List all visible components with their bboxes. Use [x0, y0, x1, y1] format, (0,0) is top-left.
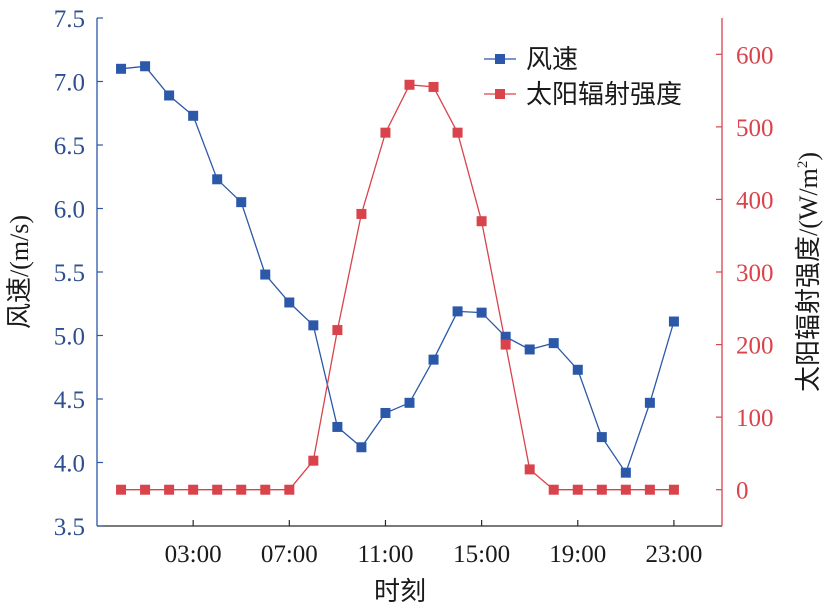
data-point-solar [596, 484, 607, 495]
data-point-wind [476, 307, 487, 318]
right-axis-ticks: 0 100 200 300 400 500 600 [716, 42, 774, 505]
left-tick-label: 5.0 [54, 324, 85, 351]
data-point-wind [164, 90, 175, 101]
data-point-solar [548, 484, 559, 495]
left-axis-ticks: 3.5 4.0 4.5 5.0 5.5 6.0 6.5 7.0 7.5 [54, 6, 103, 541]
data-point-wind [500, 331, 511, 342]
data-point-wind [308, 320, 319, 331]
right-tick-label: 200 [736, 333, 774, 360]
data-point-solar [404, 79, 415, 90]
data-point-solar [356, 208, 367, 219]
right-tick-label: 0 [736, 478, 749, 505]
right-axis-title-close: ) [794, 152, 823, 161]
left-tick-label: 4.5 [54, 387, 85, 414]
data-point-wind [380, 407, 391, 418]
data-point-solar [452, 127, 463, 138]
data-point-wind [620, 467, 631, 478]
data-point-solar [212, 484, 223, 495]
data-point-wind [236, 197, 247, 208]
data-point-wind [428, 354, 439, 365]
right-axis-title-superscript: 2 [795, 161, 811, 169]
legend-item-solar: 太阳辐射强度 [484, 80, 682, 109]
data-point-wind [548, 338, 559, 349]
data-point-solar [116, 484, 127, 495]
left-tick-label: 6.5 [54, 133, 85, 160]
data-point-solar [140, 484, 151, 495]
right-tick-label: 300 [736, 260, 774, 287]
left-tick-label: 5.5 [54, 260, 85, 287]
series-line-wind [120, 65, 675, 475]
data-point-solar [308, 455, 319, 466]
data-point-wind [356, 442, 367, 453]
legend-wind-marker [495, 54, 505, 64]
bottom-axis-ticks: 03:00 07:00 11:00 15:00 19:00 23:00 [165, 520, 702, 568]
data-point-wind [260, 269, 271, 280]
series-lines [120, 65, 675, 491]
data-point-solar [428, 81, 439, 92]
data-point-wind [116, 63, 127, 74]
data-point-wind [212, 174, 223, 185]
legend-item-wind: 风速 [484, 45, 578, 74]
bottom-tick-label: 23:00 [645, 541, 702, 568]
data-point-solar [668, 484, 679, 495]
data-point-solar [500, 339, 511, 350]
data-point-wind [188, 110, 199, 121]
left-tick-label: 4.0 [54, 451, 85, 478]
data-point-solar [620, 484, 631, 495]
right-axis-title-main: 太阳辐射强度/(W/m [794, 168, 823, 392]
left-tick-label: 7.5 [54, 6, 85, 33]
legend-solar-label: 太阳辐射强度 [526, 80, 682, 109]
data-point-solar [164, 484, 175, 495]
x-axis-title: 时刻 [374, 577, 426, 606]
left-tick-label: 7.0 [54, 70, 85, 97]
right-tick-label: 400 [736, 187, 774, 214]
data-point-wind [284, 297, 295, 308]
bottom-tick-label: 15:00 [453, 541, 510, 568]
legend: 风速 太阳辐射强度 [484, 45, 682, 109]
series-points [116, 61, 679, 495]
data-point-solar [524, 464, 535, 475]
left-axis-title: 风速/(m/s) [5, 215, 34, 329]
data-point-wind [140, 61, 151, 72]
data-point-solar [380, 127, 391, 138]
data-point-solar [476, 216, 487, 227]
data-point-wind [644, 397, 655, 408]
right-tick-label: 500 [736, 115, 774, 142]
data-point-solar [284, 484, 295, 495]
data-point-wind [404, 397, 415, 408]
data-point-wind [572, 364, 583, 375]
data-point-solar [572, 484, 583, 495]
right-axis-title: 太阳辐射强度/(W/m2) [794, 152, 823, 392]
data-point-solar [644, 484, 655, 495]
data-point-solar [332, 325, 343, 336]
bottom-tick-label: 19:00 [549, 541, 606, 568]
bottom-tick-label: 07:00 [261, 541, 318, 568]
data-point-solar [236, 484, 247, 495]
data-point-solar [260, 484, 271, 495]
left-tick-label: 6.0 [54, 197, 85, 224]
data-point-wind [452, 306, 463, 317]
right-tick-label: 100 [736, 405, 774, 432]
left-tick-label: 3.5 [54, 514, 85, 541]
data-point-solar [188, 484, 199, 495]
data-point-wind [524, 344, 535, 355]
bottom-tick-label: 03:00 [165, 541, 222, 568]
legend-solar-marker [495, 89, 505, 99]
data-point-wind [332, 421, 343, 432]
legend-wind-label: 风速 [526, 45, 578, 74]
bottom-tick-label: 11:00 [357, 541, 413, 568]
data-point-wind [668, 316, 679, 327]
data-point-wind [596, 432, 607, 443]
right-tick-label: 600 [736, 42, 774, 69]
